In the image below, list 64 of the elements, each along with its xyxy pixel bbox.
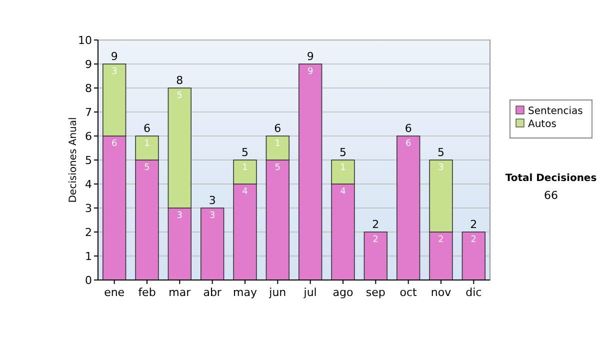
total-label: 2 (470, 218, 478, 231)
total-label: 6 (144, 122, 150, 135)
y-tick-label: 7 (85, 106, 92, 119)
x-tick-label: abr (203, 286, 222, 299)
legend-label: Autos (528, 119, 556, 130)
legend-label: Sentencias (528, 106, 583, 117)
x-tick-label: oct (400, 286, 418, 299)
y-tick-label: 9 (85, 58, 92, 71)
data-label: 1 (274, 139, 281, 149)
data-label: 1 (144, 139, 150, 149)
total-label: 5 (242, 146, 248, 159)
data-label: 6 (111, 139, 118, 149)
data-label: 9 (307, 67, 314, 77)
data-label: 5 (176, 91, 183, 101)
x-tick-label: mar (168, 286, 192, 299)
data-label: 4 (340, 187, 346, 197)
x-tick-label: ene (104, 286, 125, 299)
data-label: 1 (242, 163, 248, 173)
x-tick-label: ago (332, 286, 354, 299)
x-tick-label: sep (366, 286, 386, 299)
y-tick-label: 5 (85, 154, 92, 167)
data-label: 1 (340, 163, 346, 173)
x-tick-label: dic (466, 286, 482, 299)
bar (298, 64, 322, 280)
y-tick-label: 2 (85, 226, 92, 239)
total-label: 8 (176, 74, 184, 87)
total-label: 9 (110, 50, 118, 63)
data-label: 4 (242, 187, 248, 197)
data-label: 2 (470, 235, 477, 245)
y-axis-title: Decisiones Anual (68, 117, 79, 203)
y-tick-label: 1 (85, 250, 92, 263)
total-label: 3 (208, 194, 216, 207)
data-label: 2 (372, 235, 379, 245)
text: 66 (544, 189, 558, 202)
y-tick-label: 8 (85, 82, 92, 95)
data-label: 3 (209, 211, 216, 221)
text: Total Decisiones (505, 173, 597, 184)
total-label: 6 (404, 122, 412, 135)
total-label: 5 (340, 146, 346, 159)
bar (200, 208, 224, 280)
y-tick-label: 6 (85, 130, 92, 143)
y-tick-label: 10 (78, 34, 92, 47)
total-label: 9 (306, 50, 314, 63)
data-label: 3 (176, 211, 183, 221)
data-label: 6 (405, 139, 412, 149)
x-tick-label: jun (268, 286, 286, 299)
data-label: 3 (438, 163, 444, 173)
total-label: 2 (372, 218, 380, 231)
x-tick-label: nov (430, 286, 452, 299)
data-label: 5 (144, 163, 150, 173)
y-tick-label: 0 (85, 274, 92, 287)
total-label: 6 (274, 122, 282, 135)
y-tick-label: 3 (85, 202, 92, 215)
bar (462, 232, 486, 280)
total-label: 5 (438, 146, 444, 159)
data-label: 2 (438, 235, 444, 245)
data-label: 5 (274, 163, 281, 173)
x-tick-label: feb (138, 286, 156, 299)
y-tick-label: 4 (85, 178, 92, 191)
bar (364, 232, 388, 280)
x-tick-label: jul (302, 286, 317, 299)
x-tick-label: may (233, 286, 258, 299)
data-label: 3 (111, 67, 118, 77)
bar (396, 136, 420, 280)
